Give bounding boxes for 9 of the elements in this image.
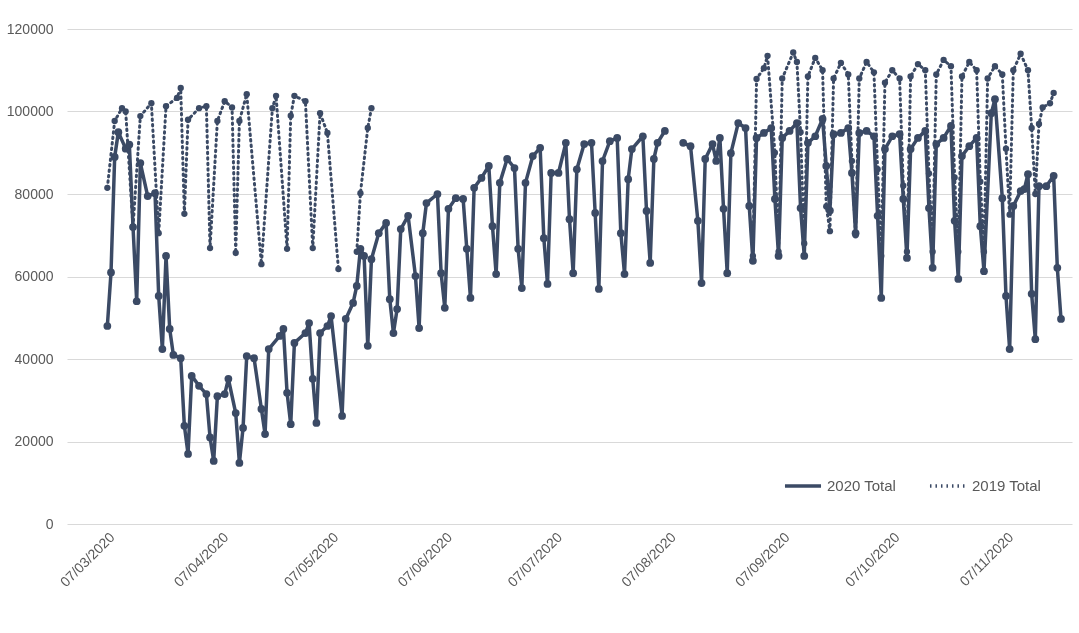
y-tick-label: 0: [45, 515, 54, 532]
legend-label: 2019 Total: [972, 477, 1041, 494]
y-tick-label: 120000: [6, 20, 54, 37]
y-tick-label: 20000: [14, 433, 54, 449]
y-tick-label: 100000: [6, 103, 54, 119]
legend-label: 2020 Total: [827, 477, 896, 494]
y-tick-label: 60000: [14, 268, 54, 284]
y-tick-label: 40000: [14, 350, 54, 367]
y-tick-label: 80000: [14, 185, 54, 202]
